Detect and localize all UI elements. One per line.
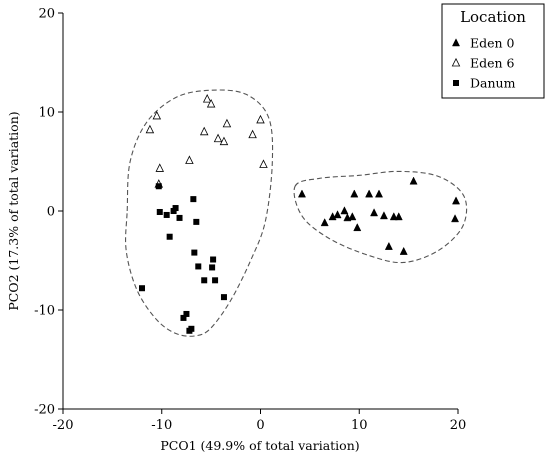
point-danum (193, 218, 200, 225)
point-eden-0 (353, 223, 362, 232)
ticks: -20 -10 0 10 20 -20 -10 0 10 20 (34, 7, 466, 434)
y-tick-label: 20 (38, 7, 55, 22)
legend-marker-danum (453, 80, 459, 86)
point-eden-6 (213, 133, 223, 143)
legend-label-danum: Danum (470, 76, 516, 91)
point-danum (190, 196, 197, 203)
point-eden-6 (222, 118, 232, 128)
point-danum (201, 277, 208, 284)
point-eden-0 (320, 218, 329, 227)
point-danum (195, 263, 202, 270)
point-danum (139, 285, 145, 292)
point-eden-6 (256, 114, 265, 124)
x-tick-label: 20 (450, 418, 467, 433)
point-eden-0 (399, 246, 408, 255)
legend-title: Location (460, 8, 526, 26)
legend-label-eden-6: Eden 6 (470, 56, 515, 71)
point-eden-0 (394, 212, 403, 221)
y-axis-title: PCO2 (17.3% of total variation) (6, 111, 21, 310)
point-eden-0 (297, 189, 306, 198)
point-danum (180, 314, 187, 321)
point-danum (209, 264, 216, 271)
point-danum (155, 183, 162, 190)
point-eden-6 (155, 163, 165, 172)
point-eden-0 (348, 212, 357, 221)
point-eden-6 (259, 159, 268, 168)
point-eden-6 (185, 155, 194, 164)
point-eden-6 (206, 98, 216, 108)
point-eden-0 (379, 211, 388, 220)
point-danum (210, 256, 217, 263)
point-eden-6 (199, 126, 209, 136)
point-danum (176, 214, 183, 221)
point-danum (212, 277, 219, 284)
group-hull (125, 89, 274, 337)
point-eden-0 (370, 208, 379, 217)
point-eden-0 (374, 189, 384, 198)
point-eden-6 (145, 124, 155, 134)
point-danum (186, 327, 193, 334)
y-tick-label: -10 (34, 304, 55, 319)
point-danum (166, 233, 173, 240)
y-tick-label: 0 (47, 205, 55, 220)
hull-layer (125, 89, 468, 337)
x-tick-label: -20 (53, 418, 74, 433)
data-points (139, 94, 461, 334)
point-danum (172, 205, 179, 212)
legend-label-eden-0: Eden 0 (470, 36, 515, 51)
point-eden-0 (350, 189, 359, 198)
x-tick-label: 0 (256, 418, 264, 433)
point-danum (156, 208, 163, 215)
point-eden-0 (451, 214, 460, 223)
point-eden-6 (248, 129, 257, 139)
x-axis-title: PCO1 (49.9% of total variation) (160, 438, 359, 453)
point-eden-0 (389, 212, 398, 221)
point-eden-6 (219, 136, 229, 146)
point-eden-0 (452, 196, 461, 205)
y-tick-label: 10 (38, 106, 55, 121)
point-danum (220, 294, 227, 301)
legend-marker-eden-0 (451, 38, 461, 47)
legend-items: Eden 0 Eden 6 Danum (451, 36, 516, 91)
x-tick-label: 10 (351, 418, 368, 433)
group-hull (293, 170, 468, 264)
point-eden-0 (333, 210, 342, 219)
point-eden-0 (409, 176, 418, 185)
point-eden-0 (365, 189, 374, 198)
x-tick-label: -10 (151, 418, 172, 433)
legend: Location Eden 0 Eden 6 Danum (441, 3, 545, 99)
y-tick-label: -20 (34, 403, 55, 418)
point-danum (183, 310, 190, 317)
point-eden-0 (340, 206, 349, 215)
point-eden-6 (152, 110, 162, 120)
axes (62, 13, 458, 410)
point-danum (163, 211, 170, 218)
legend-marker-eden-6 (451, 57, 461, 67)
point-eden-6 (202, 94, 212, 103)
point-danum (191, 249, 198, 256)
point-eden-0 (384, 241, 393, 250)
